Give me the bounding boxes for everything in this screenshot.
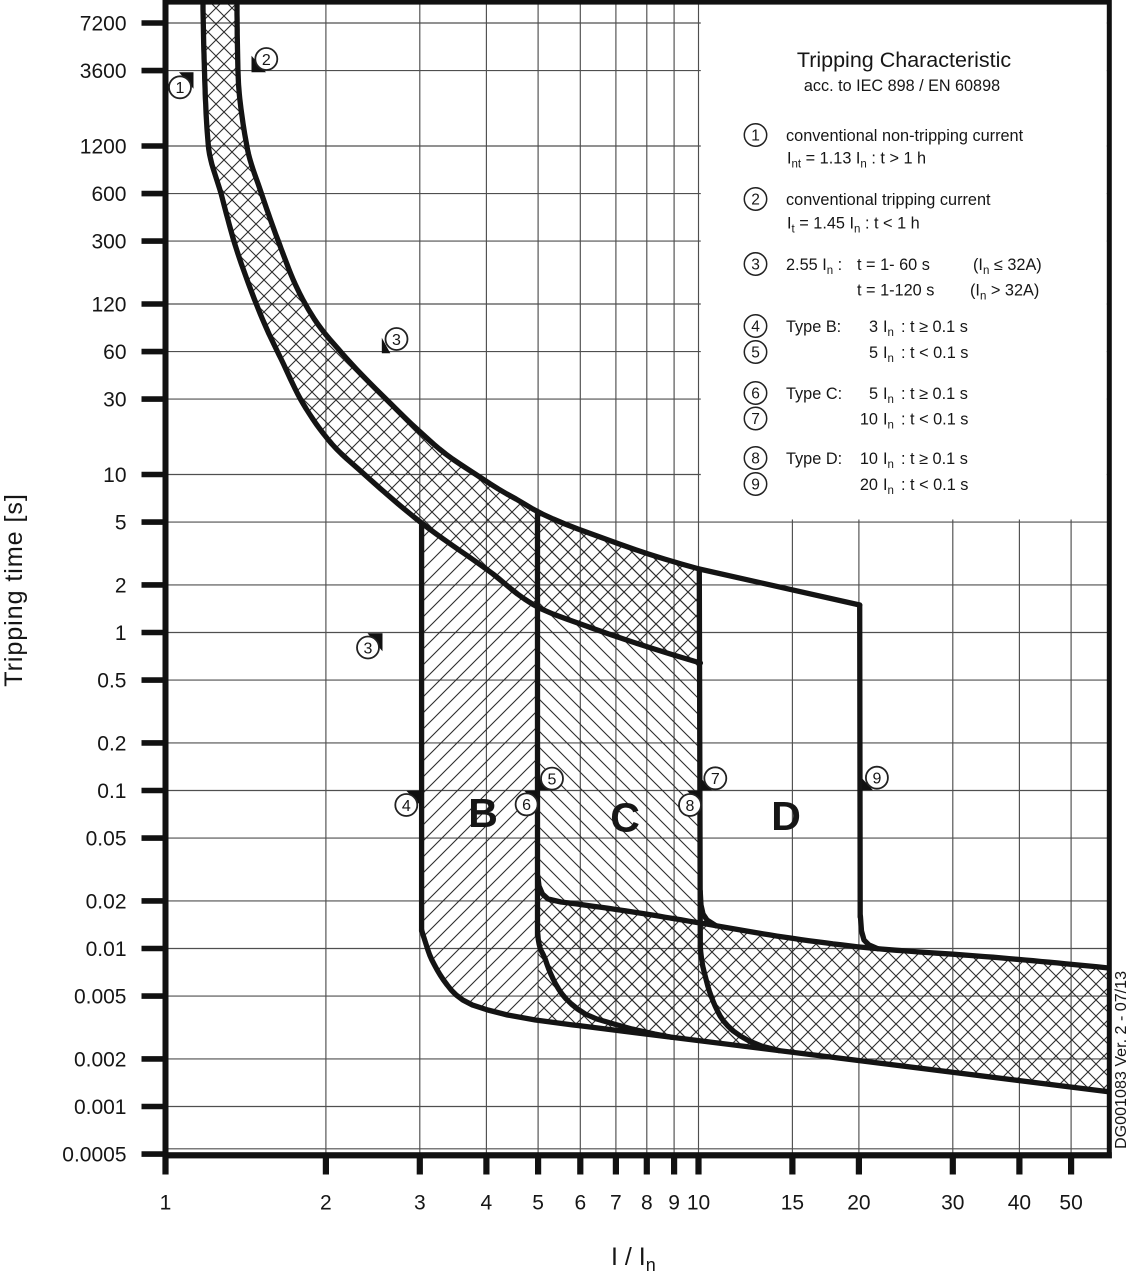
svg-text:0.2: 0.2 bbox=[97, 732, 126, 755]
svg-text:2.55 In​ :: 2.55 In​ : bbox=[786, 256, 842, 277]
svg-text:2: 2 bbox=[262, 52, 271, 69]
svg-text:4: 4 bbox=[402, 798, 411, 815]
svg-text:2: 2 bbox=[320, 1192, 332, 1215]
svg-text:5: 5 bbox=[869, 344, 878, 362]
svg-text:300: 300 bbox=[91, 231, 126, 254]
svg-text:1: 1 bbox=[176, 80, 185, 97]
svg-text:It​ = 1.45 In​ : t < 1 h: It​ = 1.45 In​ : t < 1 h bbox=[787, 215, 920, 236]
svg-text:conventional non-tripping curr: conventional non-tripping current bbox=[786, 127, 1024, 145]
svg-text:7200: 7200 bbox=[80, 12, 127, 35]
svg-text:Tripping Characteristic: Tripping Characteristic bbox=[797, 48, 1012, 72]
svg-text:5: 5 bbox=[115, 512, 127, 535]
svg-text:t = 1-120 s: t = 1-120 s bbox=[857, 282, 934, 300]
svg-text:Type C:: Type C: bbox=[786, 385, 842, 403]
svg-text:In​: In​ bbox=[883, 411, 894, 432]
svg-text:8: 8 bbox=[641, 1192, 653, 1215]
svg-text:9: 9 bbox=[872, 771, 881, 788]
svg-text:30: 30 bbox=[103, 389, 126, 412]
svg-text:: t < 0.1 s: : t < 0.1 s bbox=[901, 411, 968, 429]
svg-text:: t ≥ 0.1 s: : t ≥ 0.1 s bbox=[901, 318, 968, 336]
svg-text:0.005: 0.005 bbox=[74, 986, 127, 1009]
svg-text:B: B bbox=[468, 790, 498, 836]
svg-text:6: 6 bbox=[751, 386, 760, 403]
svg-text:20: 20 bbox=[860, 476, 878, 494]
svg-text:3: 3 bbox=[392, 332, 401, 349]
svg-text:600: 600 bbox=[91, 183, 126, 206]
svg-text:3600: 3600 bbox=[80, 60, 127, 83]
svg-text:40: 40 bbox=[1008, 1192, 1031, 1215]
svg-text:In​: In​ bbox=[883, 476, 894, 497]
svg-text:DG001083 Ver. 2 - 07/13: DG001083 Ver. 2 - 07/13 bbox=[1112, 971, 1130, 1149]
svg-text:6: 6 bbox=[574, 1192, 586, 1215]
svg-text:10: 10 bbox=[103, 464, 126, 487]
svg-text:20: 20 bbox=[847, 1192, 870, 1215]
svg-text:5: 5 bbox=[548, 771, 557, 788]
svg-text:C: C bbox=[610, 795, 640, 841]
svg-text:5: 5 bbox=[532, 1192, 544, 1215]
svg-text:4: 4 bbox=[751, 319, 760, 336]
svg-text:In​: In​ bbox=[883, 344, 894, 365]
svg-text:5: 5 bbox=[751, 345, 760, 362]
svg-text:1: 1 bbox=[115, 622, 127, 645]
svg-text:0.05: 0.05 bbox=[86, 828, 127, 851]
svg-text:10: 10 bbox=[860, 450, 878, 468]
svg-text:3: 3 bbox=[414, 1192, 426, 1215]
svg-text:7: 7 bbox=[711, 771, 720, 788]
svg-text:Int​ = 1.13 In​ : t > 1 h: Int​ = 1.13 In​ : t > 1 h bbox=[787, 150, 926, 171]
svg-text:: t ≥ 0.1 s: : t ≥ 0.1 s bbox=[901, 450, 968, 468]
svg-text:0.0005: 0.0005 bbox=[62, 1144, 126, 1167]
svg-text:In​: In​ bbox=[883, 450, 894, 471]
svg-text:1: 1 bbox=[751, 128, 760, 145]
svg-text:1200: 1200 bbox=[80, 135, 127, 158]
svg-text:In​: In​ bbox=[883, 318, 894, 339]
svg-text:0.02: 0.02 bbox=[86, 890, 127, 913]
svg-text:4: 4 bbox=[481, 1192, 493, 1215]
svg-text:D: D bbox=[771, 793, 801, 839]
svg-text:Type B:: Type B: bbox=[786, 318, 841, 336]
svg-text:Tripping time [s]: Tripping time [s] bbox=[0, 493, 28, 687]
svg-text:(In​ ≤ 32A): (In​ ≤ 32A) bbox=[973, 256, 1042, 277]
svg-text:15: 15 bbox=[781, 1192, 804, 1215]
svg-text:6: 6 bbox=[522, 797, 531, 814]
svg-text:10: 10 bbox=[687, 1192, 710, 1215]
svg-text:: t < 0.1 s: : t < 0.1 s bbox=[901, 476, 968, 494]
svg-text:acc. to IEC 898 / EN 60898: acc. to IEC 898 / EN 60898 bbox=[804, 77, 1000, 95]
svg-text:t = 1- 60 s: t = 1- 60 s bbox=[857, 256, 930, 274]
svg-text:(In​ > 32A): (In​ > 32A) bbox=[970, 282, 1039, 303]
svg-text:3: 3 bbox=[364, 640, 373, 657]
svg-text:3: 3 bbox=[869, 318, 878, 336]
svg-text:120: 120 bbox=[91, 293, 126, 316]
svg-text:60: 60 bbox=[103, 341, 126, 364]
svg-text:8: 8 bbox=[686, 798, 695, 815]
svg-text:: t ≥ 0.1 s: : t ≥ 0.1 s bbox=[901, 385, 968, 403]
svg-text:8: 8 bbox=[751, 451, 760, 468]
svg-text:In​: In​ bbox=[883, 385, 894, 406]
svg-text:1: 1 bbox=[160, 1192, 172, 1215]
svg-text:0.001: 0.001 bbox=[74, 1096, 127, 1119]
svg-text:0.01: 0.01 bbox=[86, 938, 127, 961]
svg-text:7: 7 bbox=[610, 1192, 622, 1215]
svg-text:: t < 0.1 s: : t < 0.1 s bbox=[901, 344, 968, 362]
svg-text:7: 7 bbox=[751, 411, 760, 428]
svg-text:9: 9 bbox=[751, 477, 760, 494]
svg-text:0.5: 0.5 bbox=[97, 670, 126, 693]
svg-text:9: 9 bbox=[668, 1192, 680, 1215]
svg-text:10: 10 bbox=[860, 411, 878, 429]
svg-text:2: 2 bbox=[751, 192, 760, 209]
svg-text:0.1: 0.1 bbox=[97, 780, 126, 803]
svg-text:30: 30 bbox=[941, 1192, 964, 1215]
svg-text:5: 5 bbox=[869, 385, 878, 403]
svg-text:2: 2 bbox=[115, 574, 127, 597]
svg-text:0.002: 0.002 bbox=[74, 1048, 127, 1071]
svg-text:50: 50 bbox=[1059, 1192, 1082, 1215]
svg-text:conventional tripping current: conventional tripping current bbox=[786, 191, 991, 209]
svg-text:3: 3 bbox=[751, 257, 760, 274]
svg-text:Type D:: Type D: bbox=[786, 450, 842, 468]
